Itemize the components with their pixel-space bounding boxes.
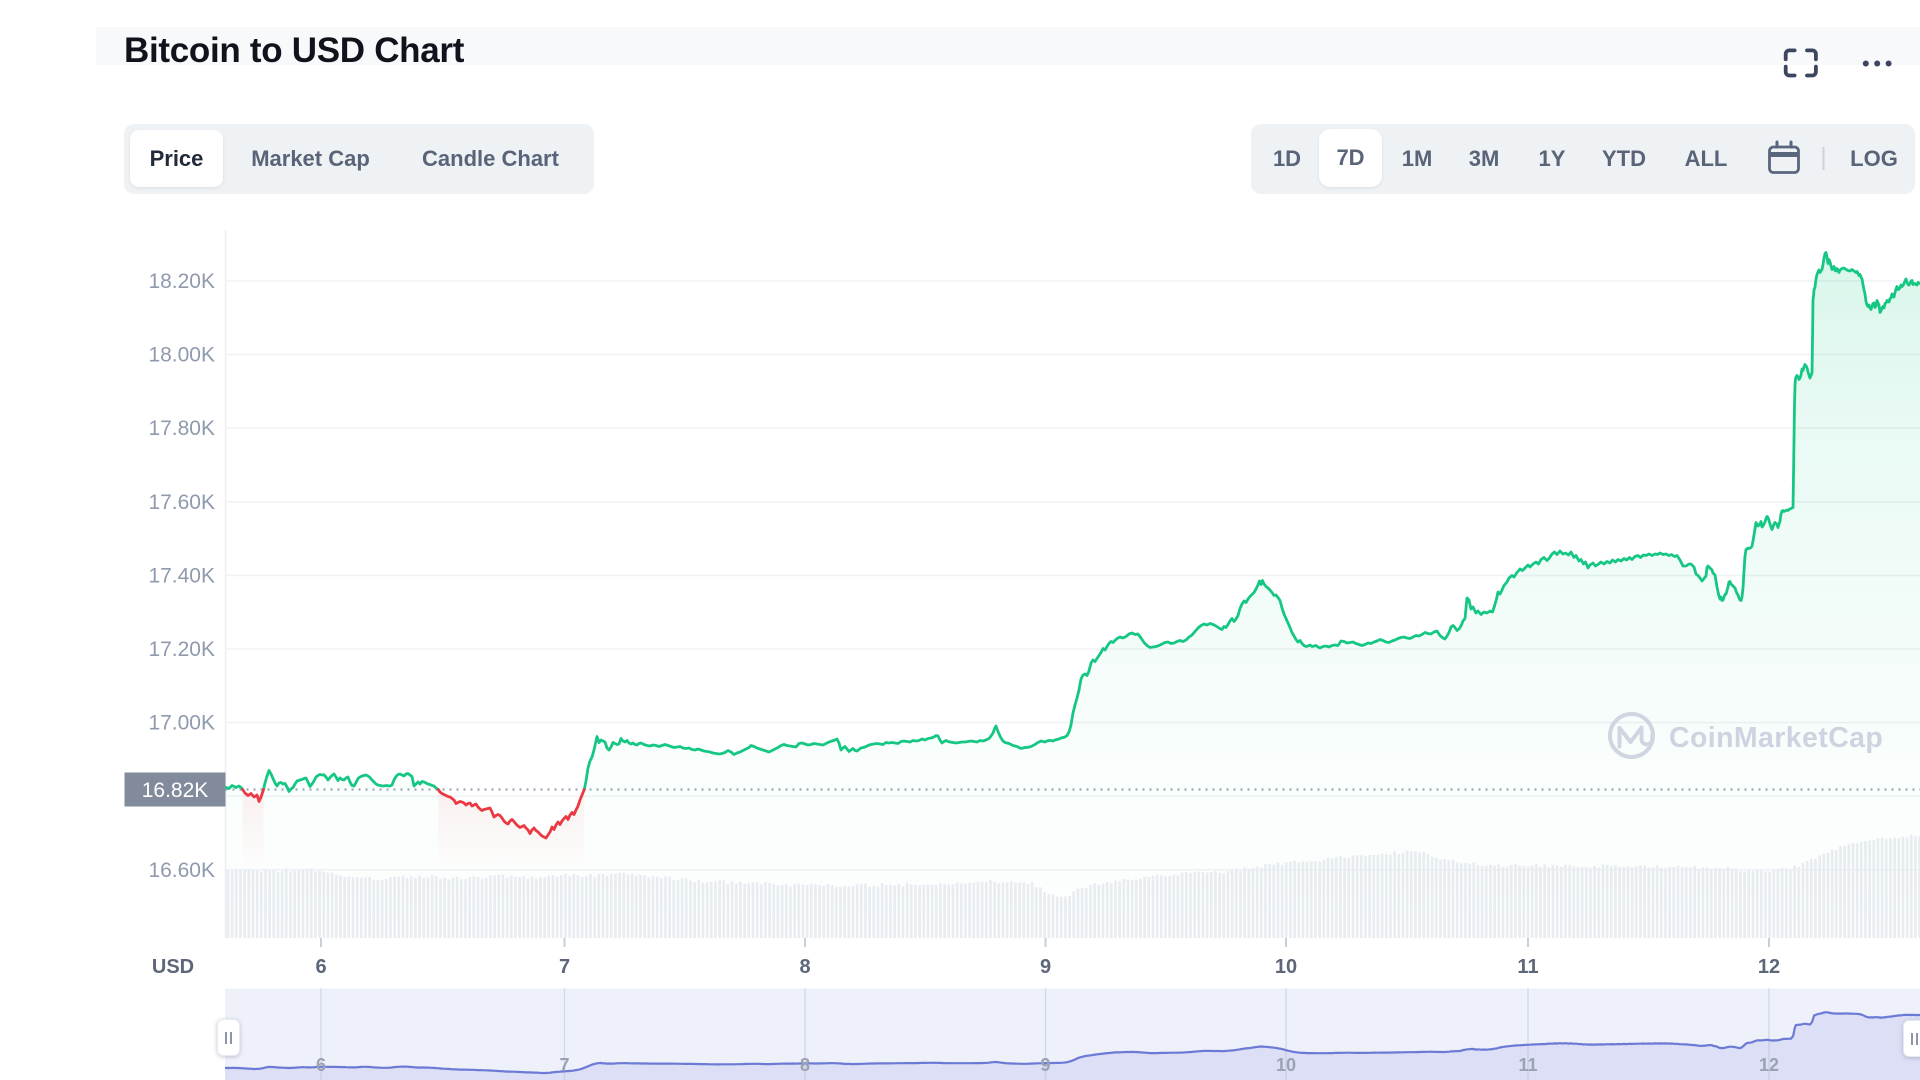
- svg-text:12: 12: [1758, 956, 1780, 978]
- svg-text:6: 6: [315, 956, 326, 978]
- svg-text:11: 11: [1517, 956, 1538, 978]
- svg-text:16.82K: 16.82K: [142, 779, 209, 802]
- svg-text:17.40K: 17.40K: [148, 564, 215, 587]
- svg-text:17.20K: 17.20K: [148, 638, 215, 661]
- svg-text:12: 12: [1759, 1055, 1779, 1075]
- svg-text:6: 6: [316, 1055, 326, 1075]
- svg-text:17.00K: 17.00K: [148, 712, 215, 735]
- svg-text:8: 8: [799, 956, 810, 978]
- svg-text:9: 9: [1040, 956, 1051, 978]
- svg-text:11: 11: [1518, 1055, 1537, 1075]
- svg-text:17.60K: 17.60K: [148, 491, 215, 514]
- svg-text:9: 9: [1040, 1055, 1050, 1075]
- svg-text:10: 10: [1276, 1055, 1296, 1075]
- svg-text:8: 8: [800, 1055, 810, 1075]
- svg-text:18.20K: 18.20K: [148, 270, 215, 293]
- svg-text:16.60K: 16.60K: [148, 859, 215, 882]
- svg-text:18.00K: 18.00K: [148, 344, 215, 367]
- svg-text:10: 10: [1275, 956, 1297, 978]
- svg-text:7: 7: [559, 956, 570, 978]
- svg-text:CoinMarketCap: CoinMarketCap: [1669, 722, 1883, 754]
- svg-text:USD: USD: [152, 956, 194, 978]
- svg-text:17.80K: 17.80K: [148, 417, 215, 440]
- svg-text:7: 7: [559, 1055, 569, 1075]
